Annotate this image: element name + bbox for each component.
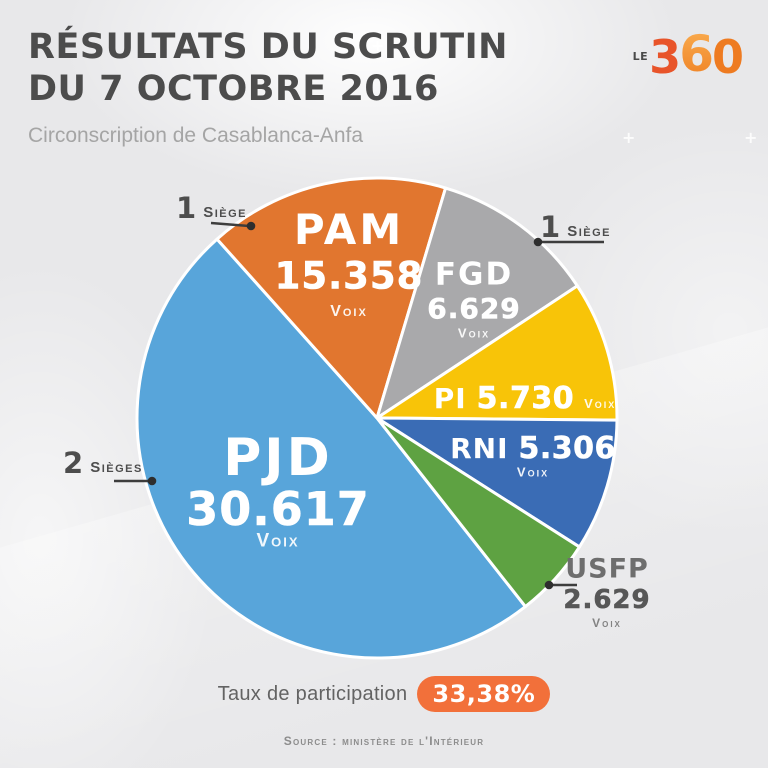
pie-slice-pjd bbox=[135, 237, 527, 660]
participation-row: Taux de participation 33,38% bbox=[0, 676, 768, 712]
leader-dot bbox=[246, 221, 256, 231]
pie-slice-rni bbox=[375, 416, 619, 549]
seat-word: Siège bbox=[203, 204, 247, 221]
seat-annotation-pam: 1 Siège bbox=[176, 194, 247, 223]
leader-dot bbox=[533, 237, 543, 247]
page-title-line2: DU 7 OCTOBRE 2016 bbox=[28, 69, 439, 109]
seat-word: Siège bbox=[567, 223, 611, 240]
seat-count: 1 bbox=[540, 210, 561, 244]
seat-annotation-pjd: 2 Sièges bbox=[63, 449, 143, 478]
participation-badge: 33,38% bbox=[417, 676, 551, 712]
pie-slice-usfp bbox=[375, 416, 581, 609]
source-note: Source : ministère de l'Intérieur bbox=[283, 734, 485, 748]
seat-annotation-fgd: 1 Siège bbox=[540, 213, 611, 242]
page-title-line1: RÉSULTATS DU SCRUTIN bbox=[28, 27, 508, 67]
leader-dot bbox=[544, 580, 554, 590]
pie-slice-pi bbox=[375, 284, 619, 422]
plus-decoration: + bbox=[622, 128, 636, 147]
page-title: RÉSULTATS DU SCRUTIN DU 7 OCTOBRE 2016 bbox=[28, 26, 508, 110]
participation-label: Taux de participation bbox=[217, 682, 408, 705]
plus-decoration: + bbox=[371, 36, 385, 55]
seat-count: 1 bbox=[176, 191, 197, 225]
page-subtitle: Circonscription de Casablanca-Anfa bbox=[28, 124, 364, 147]
plus-decoration: + bbox=[744, 128, 758, 147]
pie-slice-fgd bbox=[375, 186, 579, 420]
seat-word: Sièges bbox=[90, 459, 143, 476]
leader-line bbox=[210, 221, 250, 228]
logo-digit-6: 6 bbox=[679, 25, 714, 83]
logo-digit-3: 3 bbox=[649, 30, 681, 84]
logo-le: LE bbox=[632, 50, 649, 63]
logo-digit-0: 0 bbox=[711, 30, 744, 84]
le360-logo: LE 3 6 0 bbox=[632, 29, 744, 84]
seat-count: 2 bbox=[63, 446, 84, 480]
leader-dot bbox=[147, 476, 157, 486]
